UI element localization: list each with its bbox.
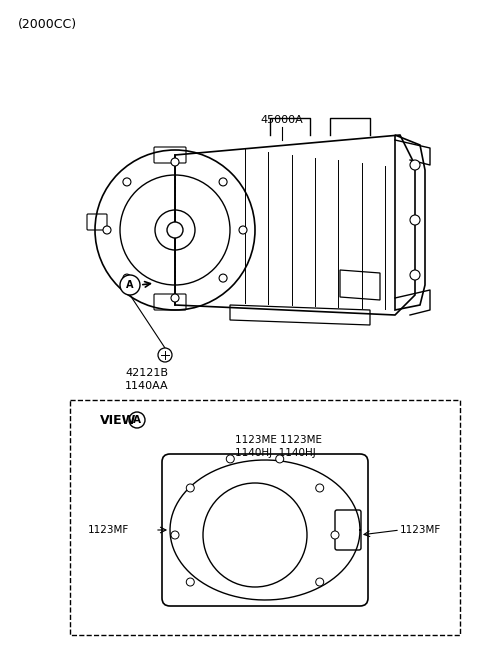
Circle shape [239,226,247,234]
Text: 42121B: 42121B [125,368,168,378]
Circle shape [171,531,179,539]
Circle shape [410,160,420,170]
Text: 1140AA: 1140AA [125,381,168,391]
Circle shape [123,274,131,282]
Text: 1123MF: 1123MF [400,525,441,535]
Circle shape [316,484,324,492]
Circle shape [186,484,194,492]
Circle shape [120,275,140,295]
Text: 1140HJ  1140HJ: 1140HJ 1140HJ [235,448,316,458]
Circle shape [410,270,420,280]
Circle shape [158,348,172,362]
Text: 1123MF: 1123MF [88,525,129,535]
Circle shape [103,226,111,234]
Circle shape [276,455,284,463]
Text: A: A [133,415,141,425]
Circle shape [219,274,227,282]
Text: A: A [126,280,134,290]
Text: VIEW: VIEW [100,413,136,426]
Circle shape [203,483,307,587]
Circle shape [171,158,179,166]
Circle shape [316,578,324,586]
Circle shape [226,455,234,463]
Circle shape [167,222,183,238]
Circle shape [410,215,420,225]
Circle shape [331,531,339,539]
Text: 1123ME 1123ME: 1123ME 1123ME [235,435,322,445]
Circle shape [171,294,179,302]
Text: (2000CC): (2000CC) [18,18,77,31]
Circle shape [123,178,131,186]
Circle shape [186,578,194,586]
Text: 45000A: 45000A [261,115,303,125]
Circle shape [219,178,227,186]
